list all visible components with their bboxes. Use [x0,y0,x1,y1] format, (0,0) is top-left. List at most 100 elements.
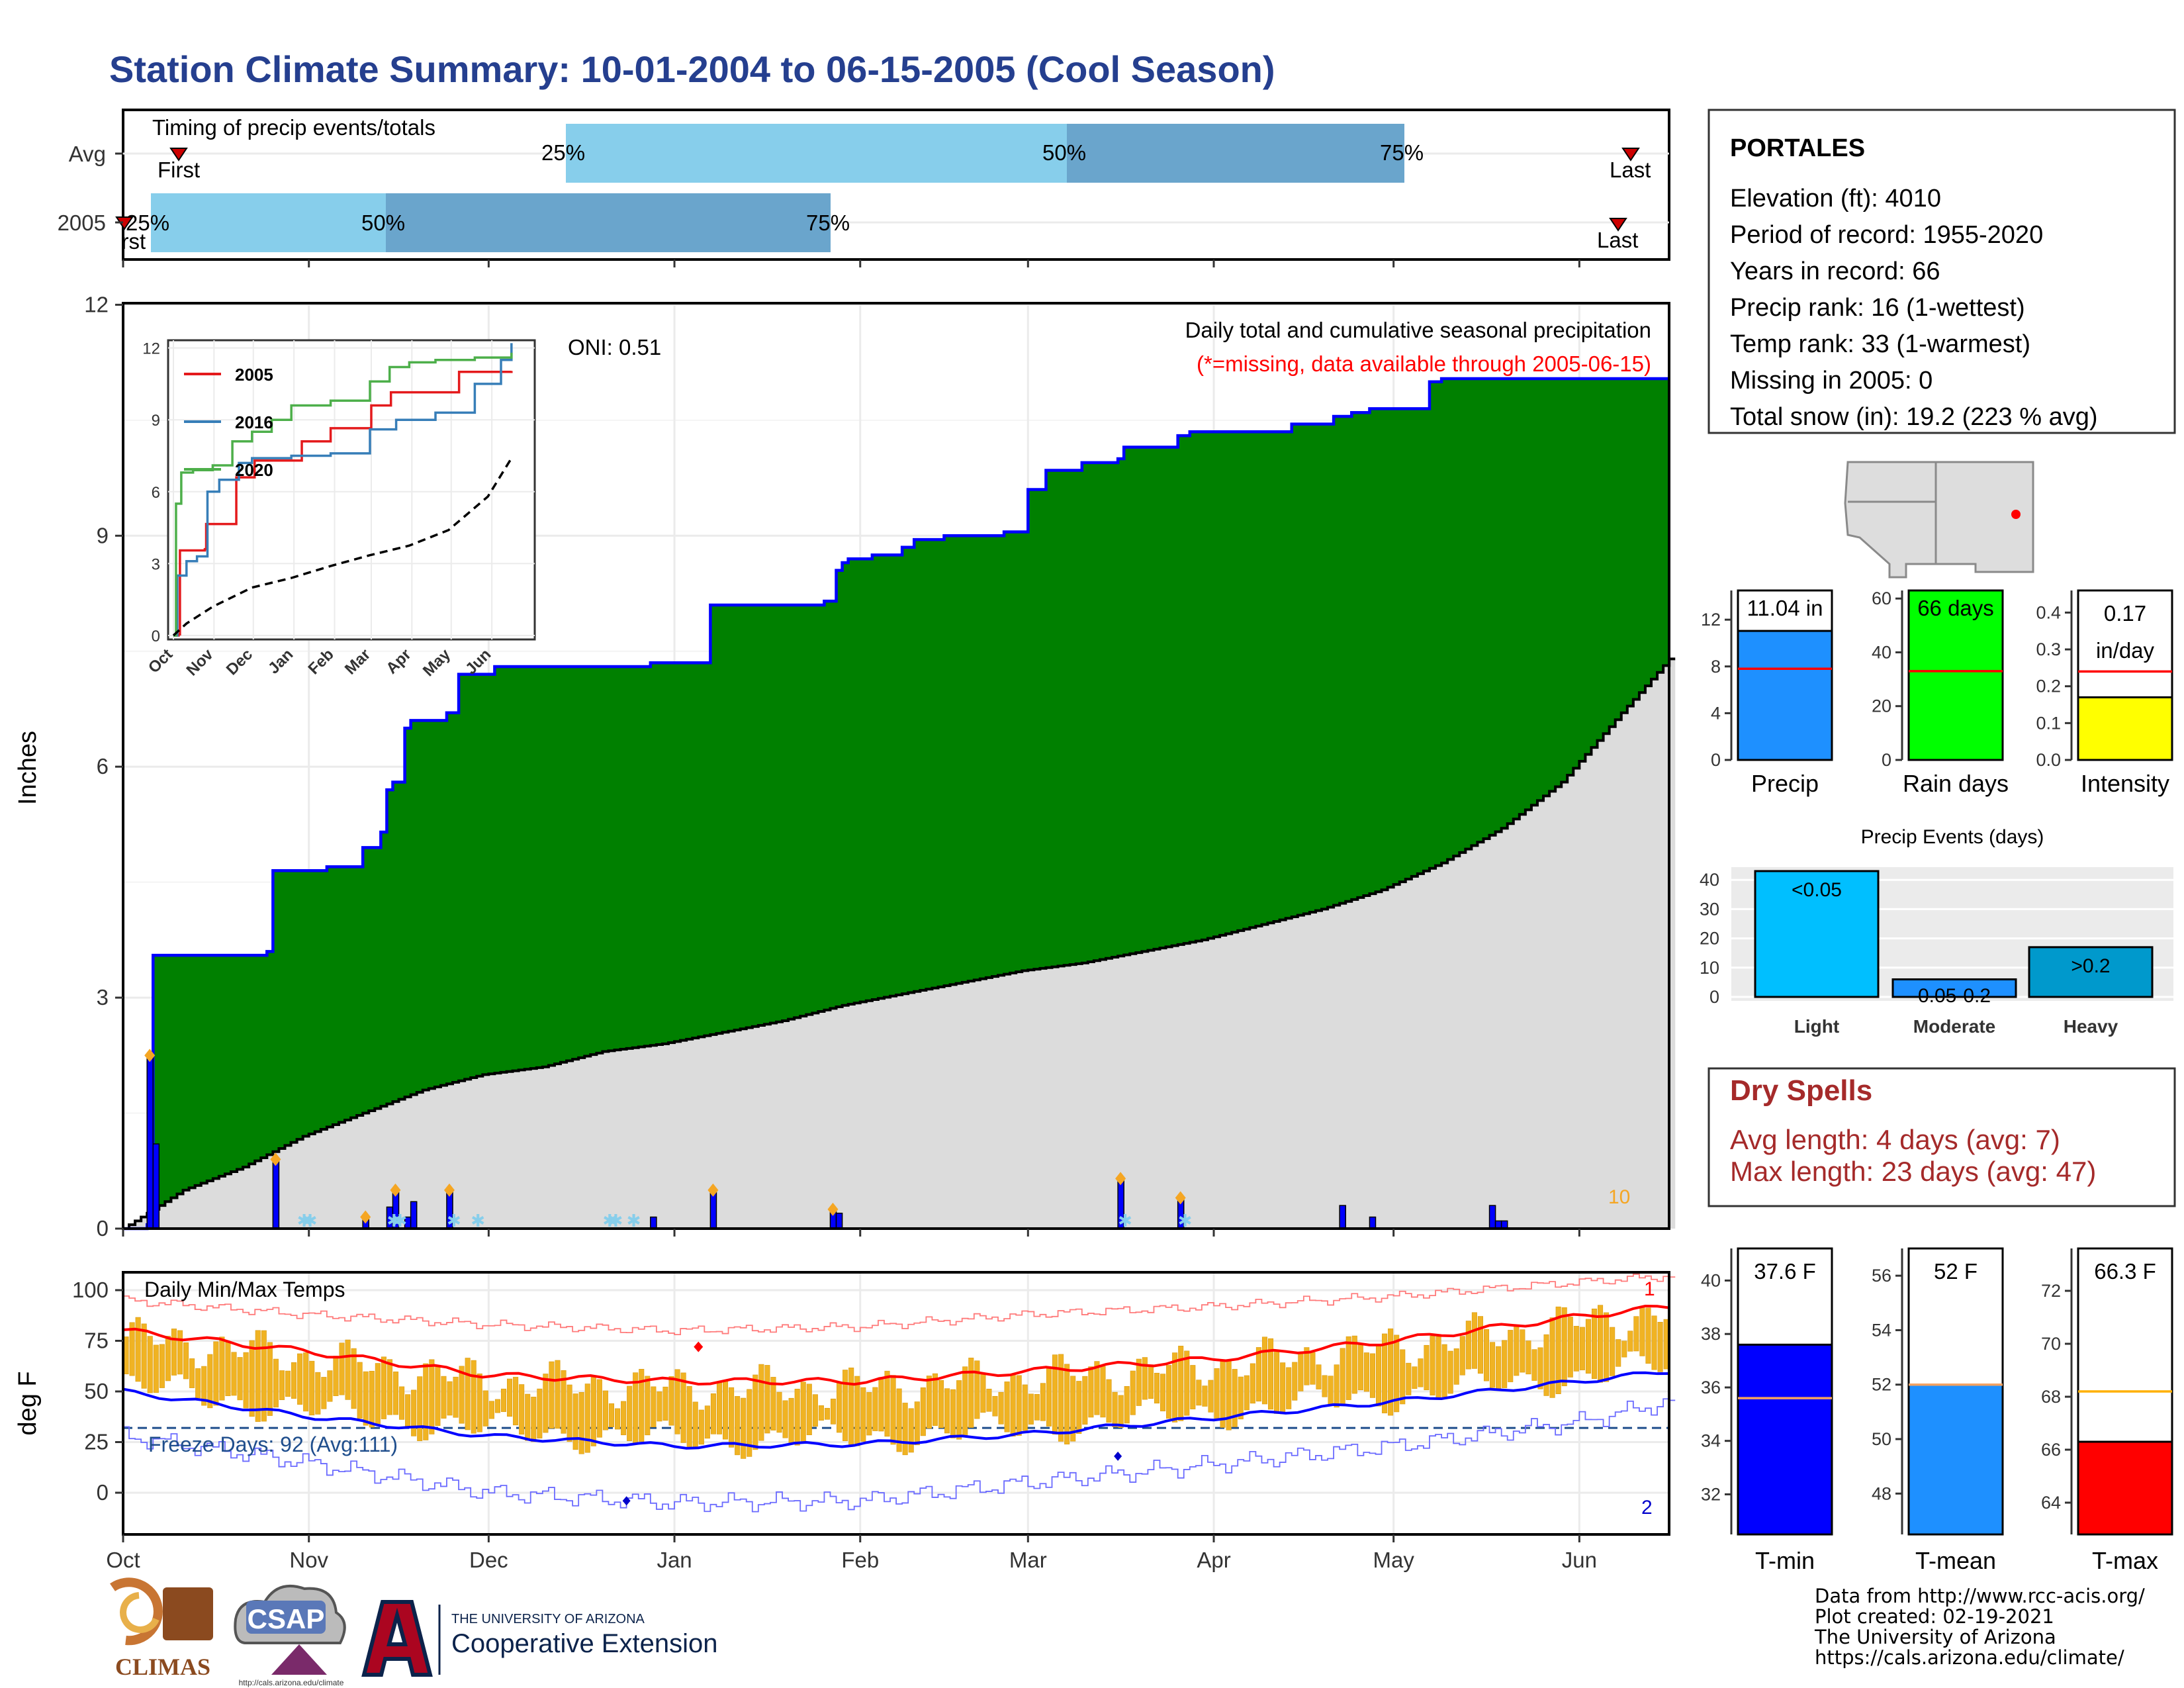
ua-logo: THE UNIVERSITY OF ARIZONA Cooperative Ex… [361,1600,717,1677]
intensity-value-unit: in/day [2096,638,2155,663]
daily-temp-range-bar [794,1389,800,1446]
daily-temp-range-bar [692,1401,698,1449]
inset-legend-2020: 2020 [235,460,273,480]
daily-temp-range-bar [1166,1365,1172,1419]
daily-temp-range-bar [890,1375,896,1445]
timing-avg-first-marker [169,148,188,162]
month-label: May [1373,1548,1414,1572]
daily-temp-range-bar [668,1376,674,1426]
precip-caption-2: (*=missing, data available through 2005-… [1197,352,1651,376]
daily-temp-range-bar [764,1365,770,1434]
timing-2005-p50: 50% [361,211,405,235]
events-bar-moderate [1891,978,2017,998]
daily-temp-range-bar [1094,1361,1100,1415]
precip-total-bar [1737,630,1833,761]
daily-temp-range-bar [447,1381,453,1416]
dry-spells-box: Dry Spells Avg length: 4 days (avg: 7) M… [1707,1067,2176,1207]
rain-days-axis-label: Rain days [1903,770,2009,797]
inset-series-2016 [173,343,513,637]
daily-temp-range-bar [135,1317,141,1382]
timing-avg-first: First [158,158,200,182]
daily-temp-range-bar [1357,1344,1363,1391]
temp-y-tick-label: 50 [84,1379,109,1403]
daily-precip-bar [1488,1205,1496,1229]
tmin-bar [1737,1343,1833,1536]
daily-temp-range-bar [1471,1312,1477,1369]
ua-small-text: THE UNIVERSITY OF ARIZONA [451,1612,645,1626]
daily-temp-range-bar [165,1336,171,1382]
daily-temp-range-bar [662,1386,668,1421]
daily-temp-range-bar [482,1390,488,1427]
daily-temp-range-bar [698,1409,704,1445]
daily-temp-range-bar [309,1360,315,1416]
daily-temp-range-bar [1052,1354,1058,1435]
station-info-line: Elevation (ft): 4010 [1730,185,1941,212]
daily-temp-range-bar [1250,1363,1255,1404]
daily-temp-range-bar [578,1392,584,1454]
daily-temp-range-bar [1418,1358,1424,1387]
daily-temp-range-bar [747,1389,752,1457]
daily-temp-range-bar [572,1393,578,1450]
daily-temp-range-bar [1298,1352,1304,1391]
events-y-tick-label: 30 [1700,899,1719,919]
events-bar-label: >0.2 [2071,955,2110,977]
daily-temp-range-bar [315,1372,321,1415]
daily-temp-range-bar [741,1397,747,1459]
daily-temp-range-bar [1508,1330,1514,1382]
timing-avg-p25: 25% [541,140,585,165]
tmax-y-tick-label: 70 [2041,1334,2061,1354]
station-info-box: PORTALES Elevation (ft): 4010 Period of r… [1707,109,2176,434]
daily-temp-range-bar [435,1366,441,1426]
daily-temp-range-bar [723,1380,729,1440]
daily-temp-range-bar [549,1361,555,1429]
daily-temp-range-bar [651,1386,657,1428]
inset-y-tick-label: 3 [152,555,160,573]
daily-temp-range-bar [1316,1364,1322,1389]
daily-temp-range-bar [177,1330,183,1375]
precip-total-value-label: 11.04 in [1747,596,1823,620]
daily-temp-range-bar [812,1394,818,1427]
daily-temp-range-bar [153,1344,159,1393]
daily-temp-range-bar [1549,1317,1555,1398]
daily-temp-range-bar [519,1384,525,1435]
daily-temp-range-bar [1328,1376,1334,1405]
daily-temp-range-bar [387,1359,392,1415]
intensity-y-tick-label: 0.2 [2036,677,2061,696]
daily-temp-range-bar [1214,1368,1220,1421]
daily-temp-range-bar [183,1342,189,1380]
month-label: Mar [1009,1548,1047,1572]
daily-temp-range-bar [1604,1312,1610,1382]
daily-temp-range-bar [267,1342,273,1416]
daily-temp-range-bar [1261,1336,1268,1405]
tmin-value-label: 37.6 F [1754,1259,1816,1284]
timing-2005-last-marker [1609,218,1627,232]
daily-temp-range-bar [1208,1380,1214,1413]
oni-label: ONI: 0.51 [568,335,661,359]
month-axis: Oct Nov Dec Jan Feb Mar Apr May Jun [106,1229,1597,1572]
cumulative-2005-line [123,377,1670,1231]
events-y-tick-label: 20 [1700,929,1719,949]
credits: Data from http://www.rcc-acis.org/ Plot … [1814,1585,2145,1669]
station-info-line: Period of record: 1955-2020 [1730,221,2043,249]
daily-temp-range-bar [1028,1393,1034,1425]
daily-temp-range-bar [261,1330,267,1422]
daily-temp-range-bar [513,1377,519,1426]
daily-temp-range-bar [417,1376,423,1441]
snow-marker: ✱ [297,1211,312,1231]
daily-temp-range-bar [1441,1344,1447,1399]
timing-avg-p75: 75% [1380,140,1424,165]
daily-temp-range-bar [507,1378,513,1417]
temp-y-tick-label: 25 [84,1430,109,1454]
precip-total-y-tick-label: 8 [1711,657,1721,677]
daily-temp-range-bar [1010,1374,1016,1437]
daily-temp-range-bar [986,1388,992,1412]
daily-temp-range-bar [1598,1305,1604,1383]
daily-temp-range-bar [1615,1339,1621,1367]
daily-temp-range-bar [752,1374,758,1450]
daily-temp-range-bar [1490,1342,1496,1388]
daily-temp-range-bar [729,1387,735,1448]
average-cumulative-area [123,659,1676,1229]
tmean-y-tick-label: 48 [1872,1483,1891,1503]
daily-temp-range-bar [1034,1393,1040,1421]
